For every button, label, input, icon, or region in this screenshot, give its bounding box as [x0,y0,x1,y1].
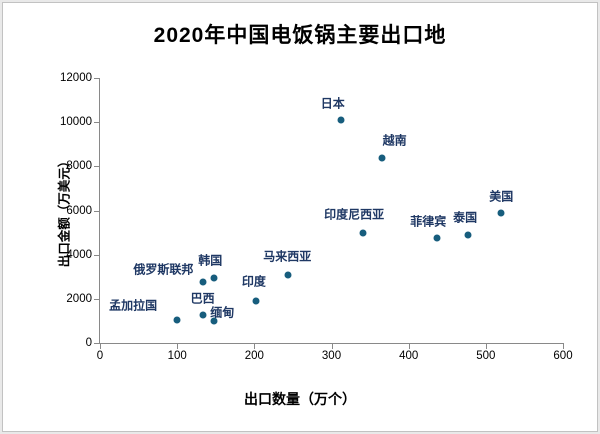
x-axis-tick [408,343,410,349]
x-axis-tick-label: 500 [476,350,496,362]
data-point [497,209,505,217]
data-point-label: 印度 [241,274,266,289]
data-point [199,311,207,319]
data-point-label: 韩国 [198,253,223,268]
y-axis-tick [94,254,100,256]
x-axis-tick [177,343,179,349]
data-point [252,297,260,305]
data-point-label: 俄罗斯联邦 [133,262,194,277]
data-point [464,231,472,239]
data-point [210,274,218,282]
y-axis-tick-label: 10000 [60,116,92,129]
x-axis-tick-label: 400 [399,350,419,362]
data-point-label: 美国 [489,189,514,204]
data-point [433,234,441,242]
x-axis-tick-label: 600 [553,350,573,362]
y-axis-tick [94,298,100,300]
x-axis-tick-label: 300 [321,350,342,362]
data-point [173,316,181,324]
plot-area: 0 2000 4000 6000 8000 10000 12000 0 100 200 300 400… [60,72,573,362]
data-point-label: 马来西亚 [263,249,312,264]
x-axis-tick-label: 200 [244,350,264,362]
data-point [378,154,386,161]
data-point [284,271,292,279]
data-point [199,278,207,286]
y-axis-tick-label: 8000 [66,160,92,173]
data-point-label: 越南 [382,133,407,147]
x-axis-tick [254,343,256,349]
y-axis-tick-label: 12000 [60,72,92,84]
data-point-label: 日本 [320,96,345,111]
x-axis-tick-label: 0 [96,350,104,362]
data-point-label: 泰国 [453,210,478,225]
x-axis-tick [485,343,487,349]
chart-title: 2020年中国电饭锅主要出口地 [153,24,447,47]
y-axis-tick [94,210,100,212]
y-axis-tick-label: 6000 [66,204,92,217]
data-point-label: 巴西 [190,291,215,306]
x-axis-tick [100,343,101,349]
y-axis-tick-label: 2000 [66,292,92,305]
y-axis-tick [94,166,100,168]
data-point-label: 缅甸 [210,305,235,320]
x-axis-tick [563,343,564,349]
y-axis-tick [94,78,100,79]
data-point [359,229,367,237]
x-axis-title: 出口数量（万个） [244,391,356,407]
y-axis-tick [94,122,100,124]
data-point [337,116,345,124]
y-axis-tick [94,343,100,344]
data-point [210,317,218,325]
data-point-label: 孟加拉国 [109,298,158,313]
y-axis-tick-label: 4000 [66,248,92,261]
data-point-label: 菲律宾 [410,214,447,229]
y-axis-tick-label: 0 [85,337,92,349]
data-point-label: 印度尼西亚 [324,207,385,222]
x-axis-tick-label: 100 [167,350,187,362]
x-axis-tick [331,343,333,349]
